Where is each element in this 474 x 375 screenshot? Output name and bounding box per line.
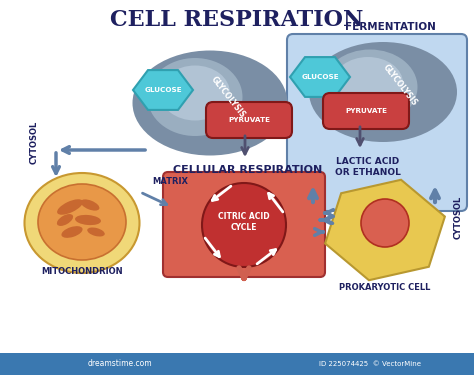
Text: ID 225074425  © VectorMine: ID 225074425 © VectorMine xyxy=(319,361,421,367)
Ellipse shape xyxy=(75,215,101,225)
Text: CITRIC ACID
CYCLE: CITRIC ACID CYCLE xyxy=(218,211,270,232)
Ellipse shape xyxy=(57,199,83,215)
Ellipse shape xyxy=(147,58,243,136)
Ellipse shape xyxy=(81,200,100,211)
Text: MATRIX: MATRIX xyxy=(152,177,188,186)
FancyBboxPatch shape xyxy=(287,34,467,211)
Polygon shape xyxy=(325,180,445,280)
Ellipse shape xyxy=(57,214,73,226)
FancyBboxPatch shape xyxy=(163,172,325,277)
Ellipse shape xyxy=(333,57,403,109)
Ellipse shape xyxy=(62,226,82,238)
Ellipse shape xyxy=(160,66,230,120)
Text: GLUCOSE: GLUCOSE xyxy=(144,87,182,93)
Text: dreamstime.com: dreamstime.com xyxy=(88,360,152,369)
Ellipse shape xyxy=(87,228,105,237)
Bar xyxy=(0,353,474,375)
Ellipse shape xyxy=(38,184,126,260)
FancyBboxPatch shape xyxy=(323,93,409,129)
Text: GLUCOSE: GLUCOSE xyxy=(301,74,339,80)
Polygon shape xyxy=(133,70,193,110)
FancyBboxPatch shape xyxy=(206,102,292,138)
Circle shape xyxy=(202,183,286,267)
Text: LACTIC ACID
OR ETHANOL: LACTIC ACID OR ETHANOL xyxy=(335,157,401,177)
Text: MITOCHONDRION: MITOCHONDRION xyxy=(41,267,123,276)
Text: CYTOSOL: CYTOSOL xyxy=(29,120,38,164)
Text: CYTOSOL: CYTOSOL xyxy=(454,195,463,238)
Text: PROKARYOTIC CELL: PROKARYOTIC CELL xyxy=(339,282,431,291)
Text: GLYCOLYSIS: GLYCOLYSIS xyxy=(381,63,419,108)
Ellipse shape xyxy=(133,51,288,156)
Text: CELL RESPIRATION: CELL RESPIRATION xyxy=(110,9,364,31)
Ellipse shape xyxy=(309,42,457,142)
Text: PYRUVATE: PYRUVATE xyxy=(228,117,270,123)
Ellipse shape xyxy=(25,173,139,273)
Text: GLYCOLYSIS: GLYCOLYSIS xyxy=(209,75,247,120)
Text: PYRUVATE: PYRUVATE xyxy=(345,108,387,114)
Ellipse shape xyxy=(322,50,418,124)
Circle shape xyxy=(361,199,409,247)
Text: FERMENTATION: FERMENTATION xyxy=(345,22,436,32)
Text: CELLULAR RESPIRATION: CELLULAR RESPIRATION xyxy=(173,165,323,175)
Polygon shape xyxy=(290,57,350,97)
